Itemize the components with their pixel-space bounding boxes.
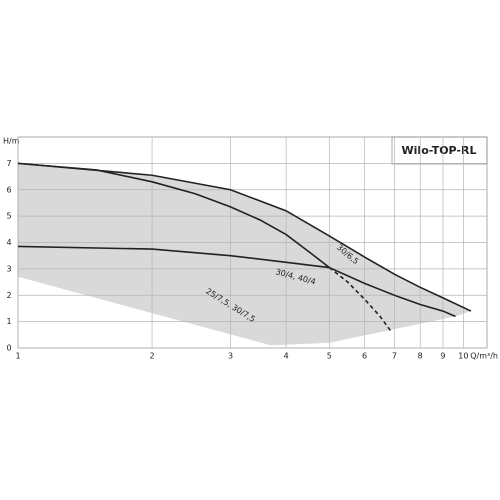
x-tick-label: 1 <box>15 352 20 361</box>
y-tick-label: 3 <box>6 264 11 273</box>
x-tick-label: 5 <box>327 352 332 361</box>
y-tick-label: 6 <box>6 185 11 194</box>
x-tick-label: 4 <box>284 352 289 361</box>
x-tick-label: 2 <box>150 352 155 361</box>
y-axis-label: H/m <box>3 137 20 146</box>
y-tick-label: 5 <box>6 212 11 221</box>
y-tick-label: 4 <box>6 238 11 247</box>
x-axis-label: Q/m³/h <box>470 352 498 361</box>
x-tick-label: 3 <box>228 352 233 361</box>
chart-title: Wilo-TOP-RL <box>402 144 477 157</box>
x-tick-label: 6 <box>362 352 367 361</box>
x-tick-label: 9 <box>440 352 445 361</box>
y-tick-label: 2 <box>6 291 11 300</box>
y-tick-label: 0 <box>6 344 11 353</box>
curve <box>17 162 456 318</box>
curve <box>17 162 472 312</box>
curve-dashed <box>328 266 393 333</box>
title-box <box>391 136 488 165</box>
x-tick-label: 10 <box>458 352 468 361</box>
x-tick-label: 7 <box>392 352 397 361</box>
y-tick-label: 7 <box>6 159 11 168</box>
x-tick-label: 8 <box>418 352 423 361</box>
curve <box>17 245 330 269</box>
operating-range <box>18 163 471 346</box>
y-tick-label: 1 <box>6 317 11 326</box>
